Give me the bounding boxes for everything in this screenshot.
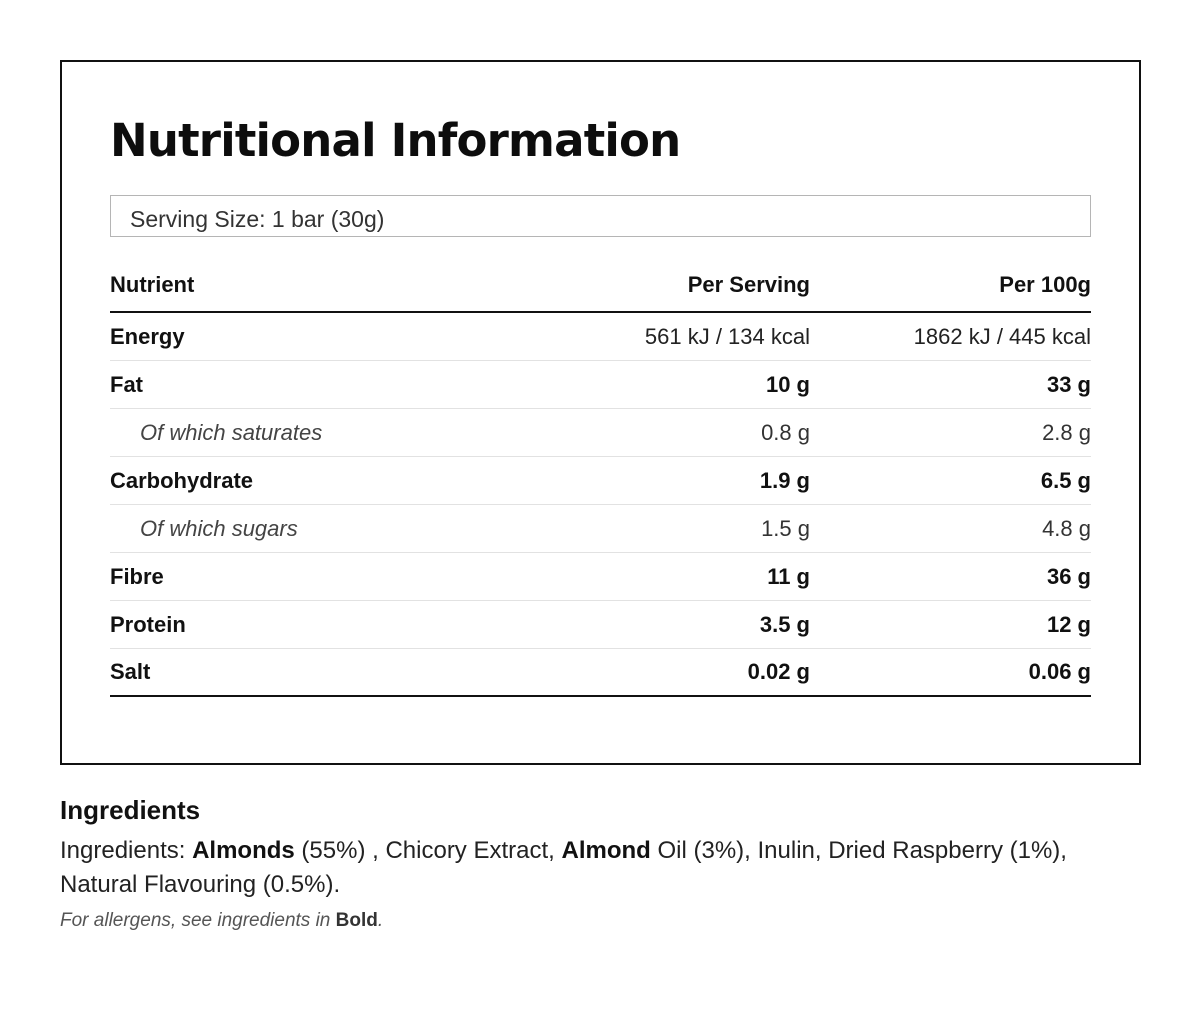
ingredients-prefix: Ingredients:: [60, 837, 193, 864]
nutrient-name: Salt: [110, 659, 151, 684]
allergen-almonds: Almonds: [192, 837, 295, 864]
per-serving-value: 1.5 g: [761, 515, 810, 541]
per-serving-value: 3.5 g: [759, 611, 810, 637]
per-100g-value: 1862 kJ / 445 kcal: [913, 323, 1091, 349]
per-serving-value: 1.9 g: [759, 467, 810, 493]
ingredients-section: Ingredients Ingredients: Almonds (55%) ,…: [60, 795, 1150, 932]
nutrition-table: Nutrient Per Serving Per 100g Energy 561…: [110, 258, 1091, 697]
nutrient-name: Carbohydrate: [110, 467, 254, 493]
table-row-fibre: Fibre 11 g 36 g: [110, 553, 1091, 601]
nutrient-name: Protein: [110, 611, 186, 637]
column-header-per-serving: Per Serving: [687, 271, 810, 297]
ingredients-heading: Ingredients: [60, 795, 201, 825]
ingredients-text-part: Oil (3%), Inulin, Dried Raspberry (1%), …: [60, 837, 1067, 898]
nutrition-panel: Nutritional Information Serving Size: 1 …: [60, 60, 1141, 765]
per-serving-value: 561 kJ / 134 kcal: [644, 323, 810, 349]
table-row-energy: Energy 561 kJ / 134 kcal 1862 kJ / 445 k…: [110, 313, 1091, 361]
nutrition-title: Nutritional Information: [110, 114, 681, 167]
allergen-note: For allergens, see ingredients in Bold.: [60, 910, 1150, 932]
per-100g-value: 36 g: [1046, 563, 1091, 589]
nutrient-name: Energy: [110, 323, 185, 349]
ingredients-list: Ingredients: Almonds (55%) , Chicory Ext…: [60, 834, 1150, 902]
allergen-almond: Almond: [561, 837, 651, 864]
per-100g-value: 33 g: [1046, 371, 1091, 397]
table-row-saturates: Of which saturates 0.8 g 2.8 g: [110, 409, 1091, 457]
nutrient-name: Of which sugars: [140, 515, 298, 541]
per-serving-value: 0.8 g: [761, 419, 810, 445]
column-header-nutrient: Nutrient: [110, 271, 195, 297]
allergen-note-suffix: .: [377, 910, 384, 931]
per-serving-value: 0.02 g: [747, 659, 810, 684]
table-row-fat: Fat 10 g 33 g: [110, 361, 1091, 409]
table-row-salt: Salt 0.02 g 0.06 g: [110, 649, 1091, 697]
table-row-protein: Protein 3.5 g 12 g: [110, 601, 1091, 649]
table-row-carbohydrate: Carbohydrate 1.9 g 6.5 g: [110, 457, 1091, 505]
ingredients-text-part: (55%) , Chicory Extract,: [294, 837, 562, 864]
nutrient-name: Of which saturates: [140, 419, 323, 445]
nutrient-name: Fibre: [110, 563, 164, 589]
allergen-note-prefix: For allergens, see ingredients in: [60, 910, 336, 931]
per-100g-value: 12 g: [1046, 611, 1091, 637]
per-serving-value: 11 g: [767, 563, 810, 589]
per-100g-value: 2.8 g: [1042, 419, 1091, 445]
nutrient-name: Fat: [110, 371, 143, 397]
table-row-sugars: Of which sugars 1.5 g 4.8 g: [110, 505, 1091, 553]
column-header-per-100g: Per 100g: [999, 271, 1091, 297]
per-100g-value: 0.06 g: [1028, 659, 1091, 684]
allergen-note-bold: Bold: [335, 910, 378, 931]
serving-size: Serving Size: 1 bar (30g): [110, 195, 1091, 237]
per-serving-value: 10 g: [765, 371, 810, 397]
per-100g-value: 4.8 g: [1042, 515, 1091, 541]
per-100g-value: 6.5 g: [1040, 467, 1091, 493]
table-header-row: Nutrient Per Serving Per 100g: [110, 258, 1091, 313]
